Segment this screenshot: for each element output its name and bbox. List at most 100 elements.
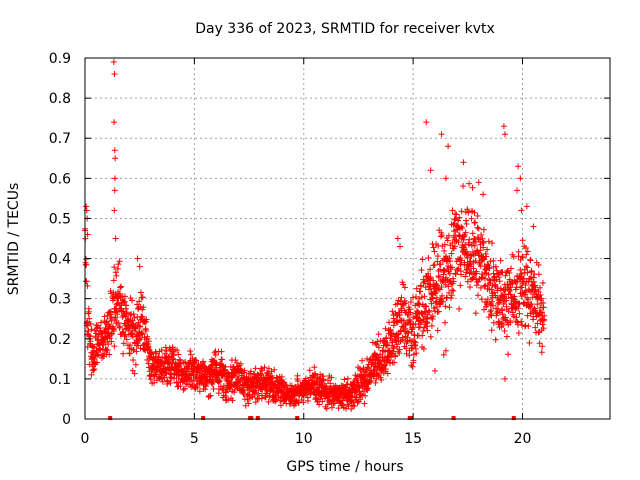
data-point xyxy=(299,379,306,386)
data-point xyxy=(246,391,253,398)
data-point xyxy=(437,296,444,303)
data-point xyxy=(104,330,111,337)
data-point xyxy=(211,367,218,374)
data-point xyxy=(115,261,122,268)
data-point xyxy=(475,225,482,232)
data-point xyxy=(105,321,112,328)
data-point xyxy=(186,378,193,385)
data-point xyxy=(294,389,301,396)
data-point xyxy=(485,262,492,269)
data-point xyxy=(243,374,250,381)
y-tick-label: 0.9 xyxy=(49,51,71,67)
data-point xyxy=(419,256,426,263)
data-point-outlier xyxy=(111,119,118,126)
data-point xyxy=(187,351,194,358)
data-point xyxy=(379,338,386,345)
data-point xyxy=(117,284,124,291)
data-point xyxy=(324,377,331,384)
data-point xyxy=(411,338,418,345)
data-point xyxy=(359,385,366,392)
data-point xyxy=(425,307,432,314)
data-point xyxy=(355,373,362,380)
data-point xyxy=(268,368,275,375)
data-point xyxy=(448,250,455,257)
data-point xyxy=(417,320,424,327)
data-point xyxy=(393,341,400,348)
data-point xyxy=(229,397,236,404)
data-point xyxy=(491,277,498,284)
zero-marker xyxy=(255,416,260,420)
data-point xyxy=(384,339,391,346)
data-point xyxy=(199,378,206,385)
data-point xyxy=(134,301,141,308)
data-point xyxy=(449,287,456,294)
data-point xyxy=(441,256,448,263)
data-point xyxy=(266,392,273,399)
data-point xyxy=(497,257,504,264)
data-point xyxy=(130,311,137,318)
data-point xyxy=(470,239,477,246)
data-point xyxy=(368,361,375,368)
data-point xyxy=(314,398,321,405)
data-point xyxy=(372,379,379,386)
data-point xyxy=(486,286,493,293)
data-point xyxy=(143,318,150,325)
data-point xyxy=(116,258,123,265)
data-point xyxy=(323,385,330,392)
data-point xyxy=(404,337,411,344)
data-point xyxy=(406,306,413,313)
data-point xyxy=(89,361,96,368)
data-point xyxy=(285,388,292,395)
data-point xyxy=(463,248,470,255)
data-point xyxy=(456,256,463,263)
data-point xyxy=(254,395,261,402)
data-point xyxy=(534,320,541,327)
data-point xyxy=(274,377,281,384)
data-point xyxy=(382,361,389,368)
data-point xyxy=(223,376,230,383)
data-point xyxy=(129,297,136,304)
data-point xyxy=(415,318,422,325)
data-point xyxy=(523,278,530,285)
data-point xyxy=(447,278,454,285)
data-point xyxy=(406,352,413,359)
data-point xyxy=(374,356,381,363)
y-tick-label: 0.8 xyxy=(49,91,71,107)
y-tick-label: 0.7 xyxy=(49,131,71,147)
data-point xyxy=(220,363,227,370)
data-point xyxy=(240,386,247,393)
data-point xyxy=(249,375,256,382)
data-point xyxy=(269,388,276,395)
data-point xyxy=(434,253,441,260)
data-point xyxy=(391,333,398,340)
data-point xyxy=(175,351,182,358)
data-point xyxy=(522,291,529,298)
data-point xyxy=(102,346,109,353)
data-point xyxy=(215,385,222,392)
data-point xyxy=(384,370,391,377)
data-point xyxy=(340,395,347,402)
data-point xyxy=(94,351,101,358)
data-point xyxy=(117,323,123,330)
data-point xyxy=(252,365,259,372)
data-point xyxy=(418,267,425,274)
data-point xyxy=(137,316,144,323)
data-point xyxy=(503,295,510,302)
data-point xyxy=(448,221,455,228)
data-point xyxy=(199,371,206,378)
data-point xyxy=(487,311,494,318)
data-point-outlier xyxy=(460,159,467,166)
data-point xyxy=(434,308,441,315)
data-point xyxy=(500,321,507,328)
data-point xyxy=(495,318,502,325)
data-point xyxy=(277,402,284,409)
data-point xyxy=(237,381,244,388)
data-point xyxy=(528,273,535,280)
data-point xyxy=(144,347,151,354)
data-point xyxy=(511,298,518,305)
data-point xyxy=(202,365,209,372)
data-point xyxy=(178,366,185,373)
data-point xyxy=(502,291,508,298)
plot-frame xyxy=(84,57,611,420)
data-point xyxy=(457,282,464,289)
